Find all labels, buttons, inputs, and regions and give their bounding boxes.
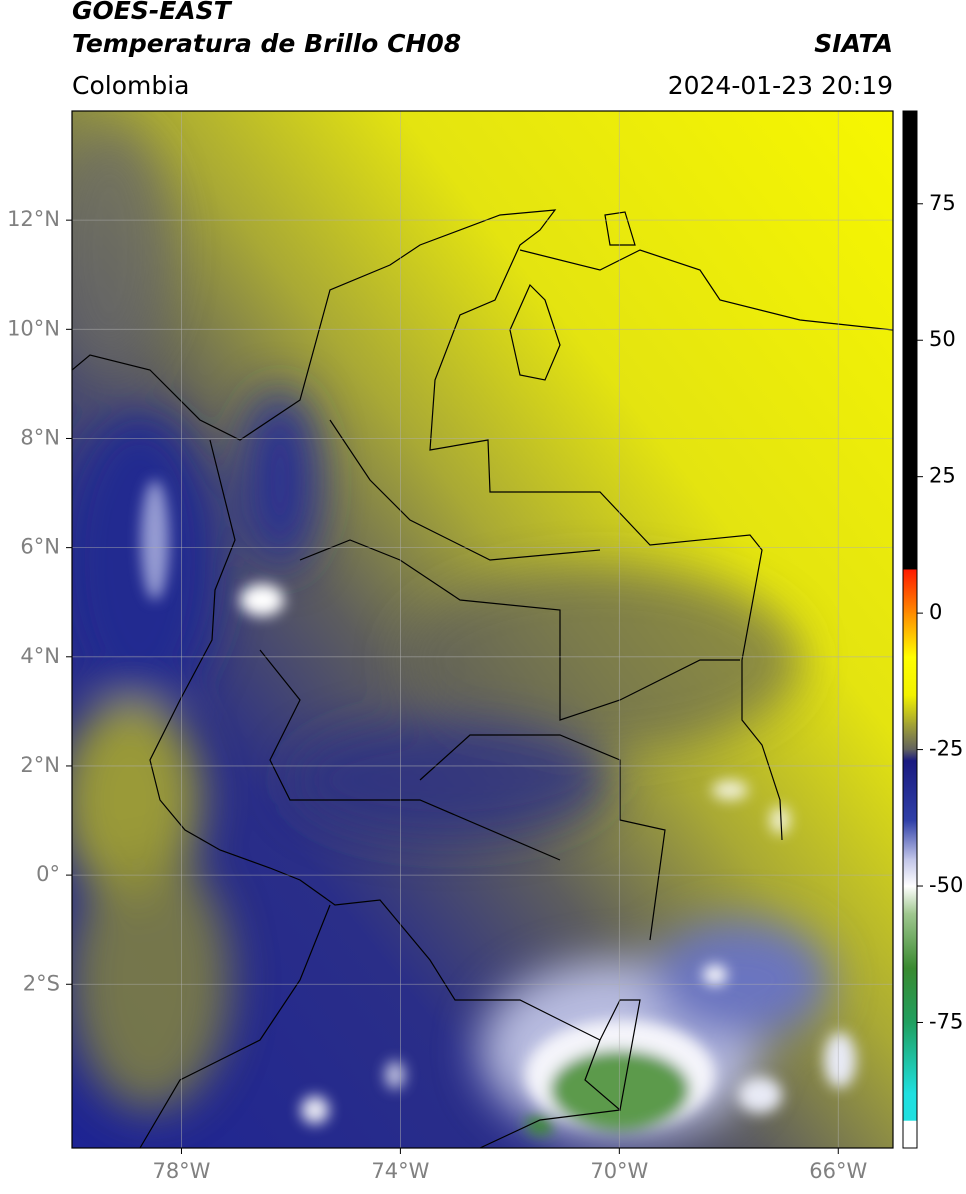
subtitle: Temperatura de Brillo CH08	[72, 29, 461, 58]
y-tick-label: 12°N	[7, 207, 60, 231]
grid	[72, 111, 893, 1148]
colorbar-tick-label: 75	[929, 191, 956, 215]
x-tick-label: 78°W	[152, 1159, 210, 1183]
colorbar-segment	[903, 886, 917, 914]
colorbar-tick-label: 50	[929, 327, 956, 351]
colorbar	[903, 111, 917, 1149]
y-tick-label: 2°N	[20, 753, 60, 777]
y-tick-label: 10°N	[7, 316, 60, 340]
y-tick-label: 8°N	[20, 425, 60, 449]
x-tick-label: 70°W	[590, 1159, 648, 1183]
colorbar-segment	[903, 760, 917, 822]
colorbar-segment	[903, 749, 917, 761]
region: Colombia	[72, 71, 189, 100]
y-tick-label: 4°N	[20, 644, 60, 668]
y-tick-label: 0°	[36, 862, 60, 886]
colorbar-segment	[903, 613, 917, 658]
colorbar-segment	[903, 1120, 917, 1149]
colorbar-segment	[903, 1022, 917, 1094]
y-tick-label: 6°N	[20, 535, 60, 559]
colorbar-segment	[903, 1093, 917, 1122]
borders	[72, 209, 893, 1148]
colorbar-segment	[903, 656, 917, 696]
title: GOES-EAST	[72, 0, 233, 25]
colorbar-segment	[903, 722, 917, 751]
colorbar-segment	[903, 111, 917, 570]
x-tick-label: 66°W	[809, 1159, 867, 1183]
map-frame	[71, 110, 894, 1149]
colorbar-frame	[902, 110, 918, 1149]
y-tick-label: 2°S	[23, 971, 60, 995]
x-tick-label: 74°W	[371, 1159, 429, 1183]
colorbar-segment	[903, 569, 917, 614]
colorbar-tick-label: -75	[929, 1009, 963, 1033]
satellite-image	[72, 111, 893, 1148]
colorbar-tick-label: 0	[929, 600, 942, 624]
colorbar-segment	[903, 913, 917, 969]
colorbar-segment	[903, 967, 917, 1023]
source: SIATA	[814, 29, 893, 58]
colorbar-segment	[903, 858, 917, 887]
colorbar-segment	[903, 820, 917, 860]
colorbar-tick-label: 25	[929, 464, 956, 488]
colorbar-segment	[903, 694, 917, 723]
colorbar-tick-label: -25	[929, 737, 963, 761]
colorbar-tick-label: -50	[929, 873, 963, 897]
datetime: 2024-01-23 20:19	[668, 71, 893, 100]
